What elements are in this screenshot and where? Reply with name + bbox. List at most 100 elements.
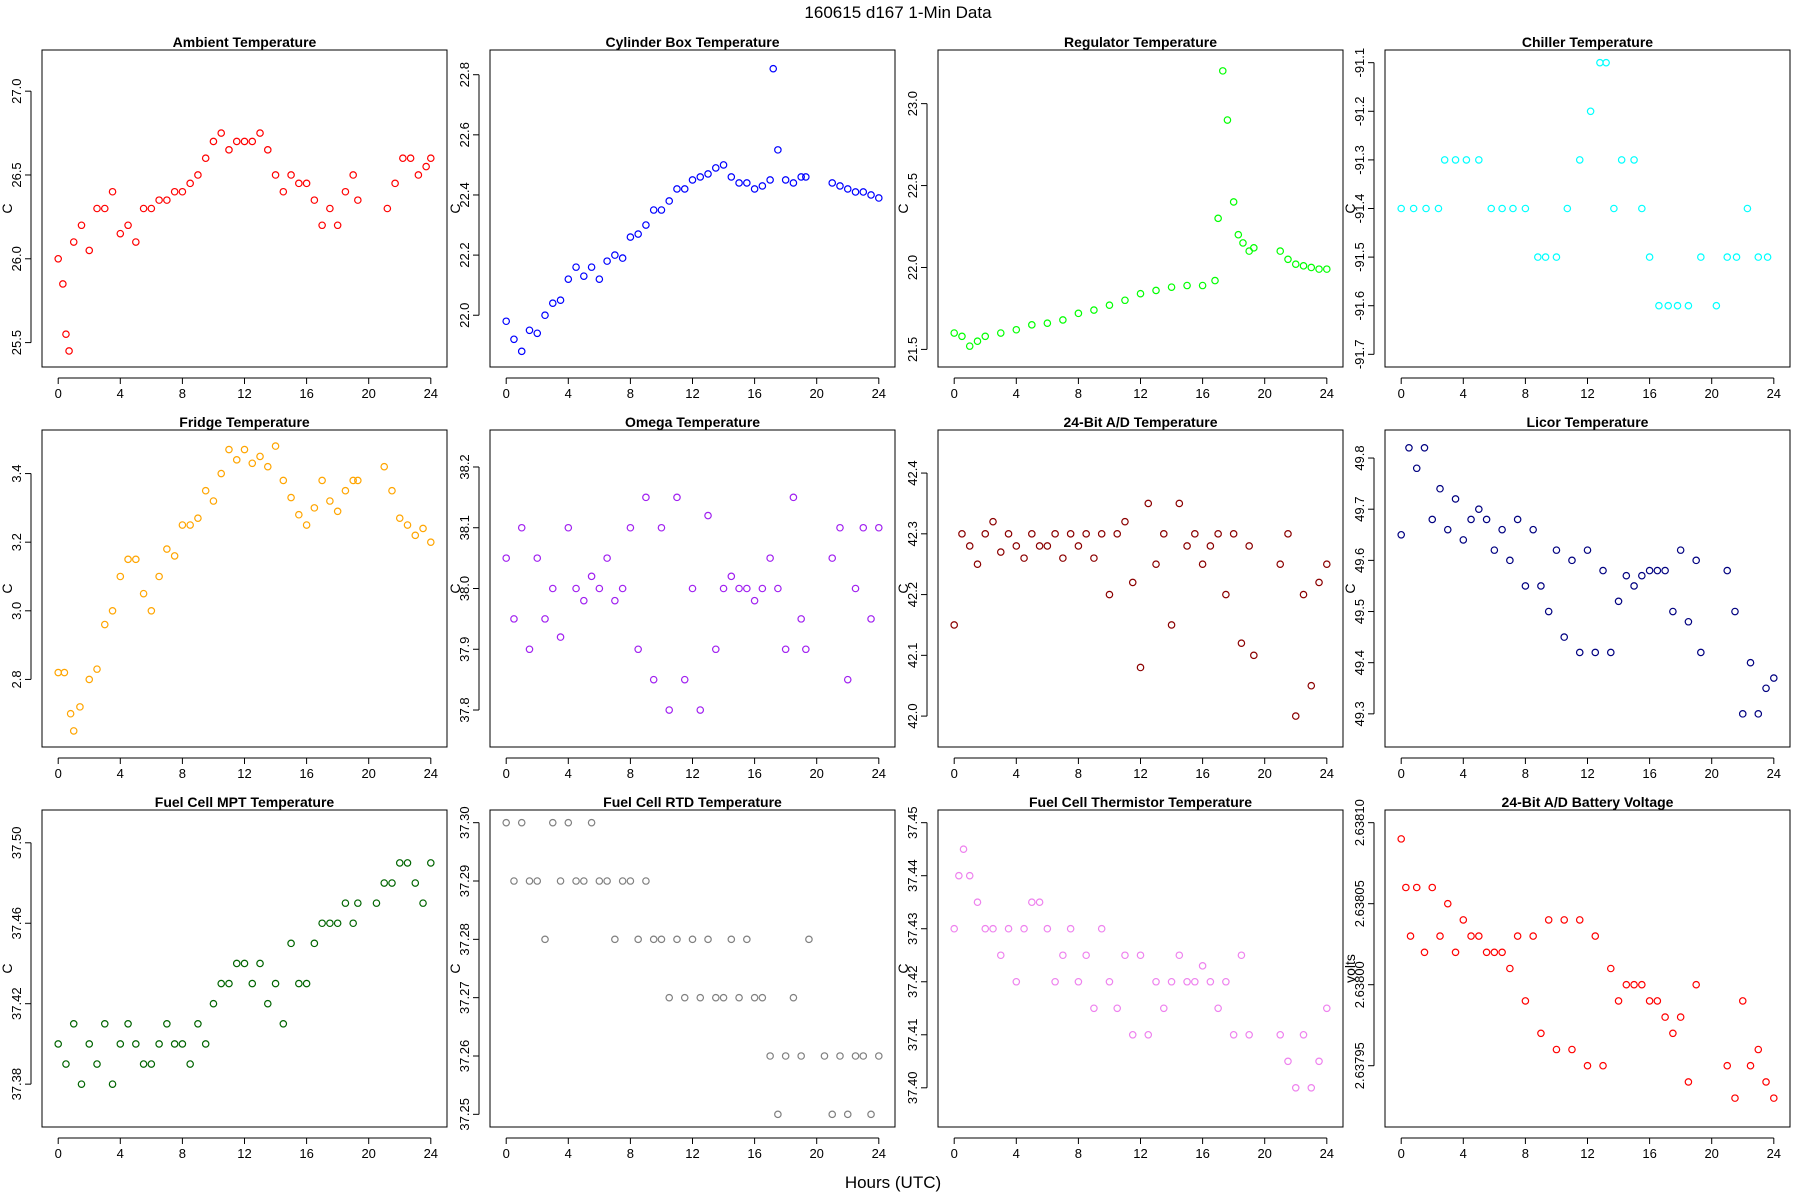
ambient-temperature-point (217, 129, 226, 137)
fuel-cell-mpt-temperature-point (69, 1020, 78, 1028)
24-bit-a-d-temperature-point (1237, 639, 1246, 647)
fuel-cell-mpt-temperature-point (372, 899, 381, 907)
fuel-cell-thermistor-temperature-point (1214, 1004, 1222, 1013)
cylinder-box-temperature-x-tick-label: 12 (685, 386, 699, 401)
24-bit-a-d-battery-voltage-x-axis: 0 4 8 12 16 20 24 (1398, 1137, 1781, 1161)
24-bit-a-d-temperature-point (1012, 542, 1021, 550)
fuel-cell-mpt-temperature-y-tick-label: 37.50 (9, 827, 24, 860)
fuel-cell-mpt-temperature-x-tick-label: 12 (237, 1146, 251, 1161)
24-bit-a-d-battery-voltage-point (1459, 916, 1468, 924)
24-bit-a-d-battery-voltage-point (1475, 932, 1483, 940)
fuel-cell-mpt-temperature-point (302, 979, 311, 988)
omega-temperature-point (595, 584, 604, 593)
fridge-temperature-panel: Fridge Temperature 0 4 8 12 16 20 24 2.8 3.0 3.2 3.… (0, 414, 448, 781)
24-bit-a-d-temperature-point (965, 542, 974, 550)
cylinder-box-temperature-point (704, 170, 712, 178)
ambient-temperature-point (256, 129, 264, 137)
ambient-temperature-point (399, 154, 407, 163)
omega-temperature-point (874, 523, 883, 532)
licor-temperature-point (1638, 571, 1646, 580)
regulator-temperature-y-tick-label: 21.5 (905, 337, 920, 362)
ambient-temperature-point (139, 204, 148, 213)
omega-temperature-point (859, 523, 868, 532)
fuel-cell-rtd-temperature-point (836, 1052, 844, 1060)
licor-temperature-frame (1384, 429, 1791, 748)
fridge-temperature-point (403, 521, 412, 529)
omega-temperature-x-tick-label: 16 (747, 766, 761, 781)
fuel-cell-rtd-temperature-point (649, 935, 658, 944)
24-bit-a-d-battery-voltage-y-tick-label: 2.63810 (1352, 799, 1367, 846)
fridge-temperature-point (232, 456, 241, 464)
chiller-temperature-point (1534, 253, 1542, 261)
fuel-cell-rtd-temperature-point (541, 935, 549, 944)
24-bit-a-d-battery-voltage-point (1575, 916, 1584, 924)
fuel-cell-thermistor-temperature-point (1144, 1030, 1153, 1039)
fuel-cell-rtd-temperature-point (680, 993, 689, 1002)
regulator-temperature-point (1028, 321, 1036, 329)
24-bit-a-d-temperature-point (1144, 499, 1153, 508)
cylinder-box-temperature-point (587, 263, 596, 271)
cylinder-box-temperature-point (673, 185, 681, 193)
fuel-cell-mpt-temperature-point (132, 1040, 140, 1048)
ambient-temperature-point (349, 171, 357, 179)
24-bit-a-d-temperature-y-tick-label: 42.0 (905, 703, 920, 728)
fuel-cell-rtd-temperature-point (634, 935, 642, 944)
licor-temperature-y-tick-label: 49.5 (1352, 599, 1367, 624)
chiller-temperature-points (1397, 58, 1772, 310)
fridge-temperature-x-tick-label: 16 (299, 766, 313, 781)
fridge-temperature-point (85, 675, 94, 684)
24-bit-a-d-temperature-y-tick-label: 42.1 (905, 643, 920, 668)
fuel-cell-thermistor-temperature-x-tick-label: 24 (1320, 1146, 1334, 1161)
licor-temperature-x-tick-label: 4 (1460, 766, 1467, 781)
fuel-cell-rtd-temperature-point (867, 1110, 875, 1119)
fridge-temperature-point (116, 572, 125, 581)
regulator-temperature-panel: Regulator Temperature 0 4 8 12 16 20 24 21.5 22.0… (895, 34, 1344, 401)
licor-temperature-point (1436, 484, 1444, 493)
licor-temperature-point (1529, 525, 1537, 534)
24-bit-a-d-temperature-point (1198, 560, 1207, 568)
regulator-temperature-point (1105, 301, 1114, 309)
ambient-temperature-point (263, 146, 272, 154)
cylinder-box-temperature-point (595, 275, 604, 283)
ambient-temperature-point (248, 137, 257, 146)
cylinder-box-temperature-point (727, 173, 736, 181)
fuel-cell-rtd-temperature-point (556, 877, 565, 885)
cylinder-box-temperature-point (781, 176, 790, 184)
fuel-cell-thermistor-temperature-y-tick-label: 37.43 (905, 912, 920, 945)
chiller-temperature-point (1630, 156, 1638, 164)
omega-temperature-x-tick-label: 24 (872, 766, 886, 781)
24-bit-a-d-temperature-point (1159, 530, 1168, 538)
24-bit-a-d-temperature-point (1090, 554, 1098, 562)
fuel-cell-rtd-temperature-point (665, 993, 674, 1002)
24-bit-a-d-battery-voltage-point (1661, 1013, 1669, 1021)
fuel-cell-mpt-temperature-point (287, 939, 295, 948)
fuel-cell-rtd-temperature-point (611, 935, 619, 944)
fuel-cell-mpt-temperature-point (341, 899, 350, 907)
fuel-cell-rtd-temperature-point (843, 1110, 852, 1119)
chiller-temperature-x-tick-label: 24 (1767, 386, 1781, 401)
fuel-cell-mpt-temperature-point (116, 1040, 125, 1048)
24-bit-a-d-battery-voltage-point (1544, 916, 1553, 924)
fuel-cell-rtd-temperature-points (502, 818, 883, 1119)
24-bit-a-d-temperature-point (1191, 530, 1199, 538)
ambient-temperature-x-tick-label: 12 (237, 386, 251, 401)
24-bit-a-d-battery-voltage-point (1692, 980, 1700, 989)
24-bit-a-d-temperature-y-tick-label: 42.3 (905, 521, 920, 546)
cylinder-box-temperature-point (696, 173, 705, 181)
fuel-cell-mpt-temperature-point (77, 1080, 86, 1088)
fuel-cell-rtd-temperature-point (510, 877, 518, 885)
chiller-temperature-point (1638, 204, 1646, 213)
chiller-temperature-x-tick-label: 0 (1398, 386, 1405, 401)
fuel-cell-mpt-temperature-point (248, 979, 257, 988)
regulator-temperature-x-axis: 0 4 8 12 16 20 24 (951, 377, 1334, 401)
licor-temperature-point (1738, 710, 1747, 718)
omega-temperature-point (510, 615, 518, 623)
fuel-cell-mpt-temperature-point (139, 1060, 148, 1068)
regulator-temperature-point (1291, 260, 1300, 269)
24-bit-a-d-temperature-point (1291, 712, 1300, 720)
omega-temperature-point (766, 554, 774, 562)
fuel-cell-rtd-temperature-point (781, 1052, 790, 1060)
chiller-temperature-point (1673, 301, 1682, 310)
cylinder-box-temperature-point (548, 299, 557, 308)
24-bit-a-d-battery-voltage-point (1420, 948, 1429, 957)
